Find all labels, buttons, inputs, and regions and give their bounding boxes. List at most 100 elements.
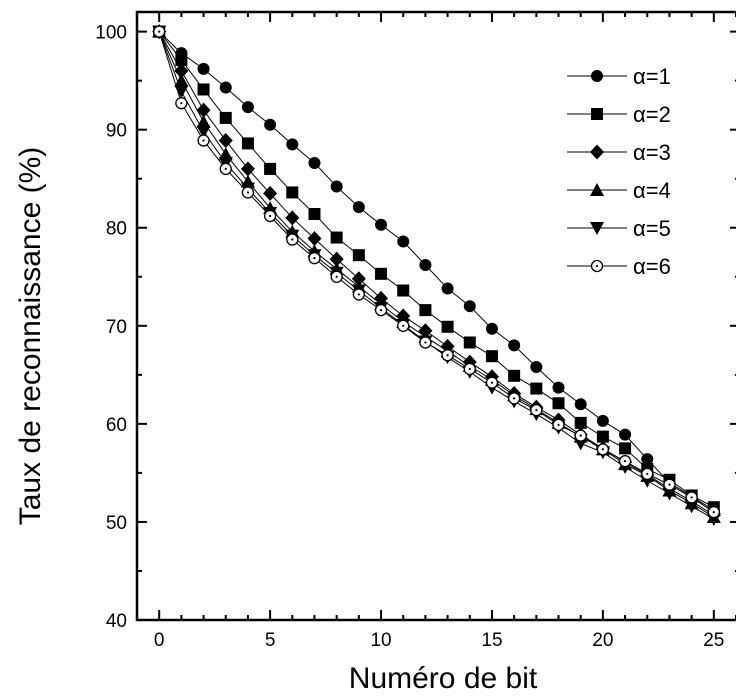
data-point — [397, 319, 410, 332]
data-point — [485, 350, 498, 363]
legend-label: α=3 — [633, 140, 671, 165]
x-tick-label: 10 — [370, 630, 391, 651]
data-point — [508, 369, 521, 382]
data-point — [463, 300, 476, 313]
data-point — [241, 101, 254, 114]
legend-marker — [590, 259, 604, 273]
legend-item: α=1 — [567, 64, 671, 89]
data-point — [485, 322, 498, 335]
data-point — [596, 414, 609, 427]
legend-label: α=4 — [633, 178, 671, 203]
data-point — [330, 180, 343, 193]
legend-item: α=5 — [567, 216, 671, 241]
x-axis-title: Numéro de bit — [349, 662, 538, 695]
data-point — [352, 249, 365, 262]
data-point — [175, 97, 188, 110]
data-point — [241, 186, 255, 199]
data-point — [197, 62, 210, 75]
data-point — [308, 251, 321, 265]
data-point — [264, 118, 277, 131]
data-point — [596, 443, 610, 456]
data-point — [241, 137, 254, 150]
data-point — [263, 185, 278, 201]
data-point — [240, 161, 255, 177]
plot-frame — [135, 10, 736, 622]
legend-label: α=5 — [633, 216, 671, 241]
y-tick-label: 40 — [106, 611, 127, 632]
data-point — [330, 231, 343, 244]
data-point — [619, 428, 632, 441]
y-tick-label: 70 — [106, 317, 127, 338]
x-tick-label: 25 — [703, 630, 724, 651]
data-point — [552, 418, 565, 432]
data-point — [218, 132, 233, 148]
legend-marker — [590, 183, 604, 196]
legend-item: α=4 — [567, 178, 671, 203]
data-point — [286, 233, 299, 246]
data-point — [329, 251, 344, 267]
legend-item: α=2 — [567, 102, 671, 127]
data-point — [375, 218, 388, 231]
y-tick-label: 100 — [95, 23, 127, 44]
data-point — [374, 303, 388, 317]
data-point — [218, 147, 233, 161]
data-point — [684, 500, 699, 514]
data-point — [307, 231, 322, 247]
data-point — [552, 397, 565, 410]
data-point — [685, 491, 698, 504]
plot-border — [135, 10, 736, 622]
data-point — [153, 25, 166, 38]
data-point — [308, 208, 321, 221]
data-point — [441, 320, 454, 333]
data-point — [175, 54, 188, 67]
data-point — [308, 157, 321, 170]
x-tick-label: 20 — [592, 630, 613, 651]
data-point — [419, 259, 432, 272]
data-point — [419, 304, 432, 317]
data-point — [196, 102, 211, 118]
legend: α=1 α=2 α=3 α=4 α=5 α=6 — [567, 64, 671, 279]
data-point — [264, 162, 277, 175]
data-point — [196, 125, 211, 139]
legend-label: α=6 — [633, 254, 671, 279]
y-tick-label: 90 — [106, 121, 127, 142]
data-point — [530, 382, 543, 395]
y-axis-ticks: 40 50 60 70 80 90 100 — [95, 23, 736, 632]
series-line — [158, 31, 715, 511]
data-point — [286, 138, 299, 151]
legend-marker — [591, 108, 603, 120]
legend-marker — [591, 70, 603, 82]
y-axis-title: Taux de reconnaissance (%) — [14, 147, 47, 526]
data-point — [641, 453, 654, 466]
x-tick-label: 15 — [481, 630, 502, 651]
data-point — [174, 63, 189, 79]
data-point — [419, 336, 432, 349]
legend-item: α=3 — [567, 140, 671, 165]
data-point — [441, 349, 454, 362]
data-point — [574, 398, 587, 411]
data-point — [530, 360, 543, 373]
data-point — [219, 111, 232, 124]
legend-item: α=6 — [567, 254, 671, 279]
data-point — [285, 210, 300, 226]
legend-marker — [590, 222, 604, 235]
data-point — [508, 339, 521, 352]
legend-label: α=2 — [633, 102, 671, 127]
series-group — [152, 24, 721, 526]
data-point — [219, 162, 232, 176]
data-point — [707, 505, 720, 519]
x-tick-label: 5 — [265, 630, 276, 651]
data-point — [596, 430, 609, 443]
data-point — [352, 288, 366, 301]
legend-label: α=1 — [633, 64, 671, 89]
data-point — [619, 442, 632, 455]
data-point — [174, 85, 189, 99]
data-point — [352, 201, 365, 214]
data-point — [397, 235, 410, 248]
y-tick-label: 50 — [106, 513, 127, 534]
data-point — [197, 83, 210, 96]
data-point — [663, 478, 676, 491]
data-point — [219, 81, 232, 94]
data-point — [375, 267, 388, 280]
